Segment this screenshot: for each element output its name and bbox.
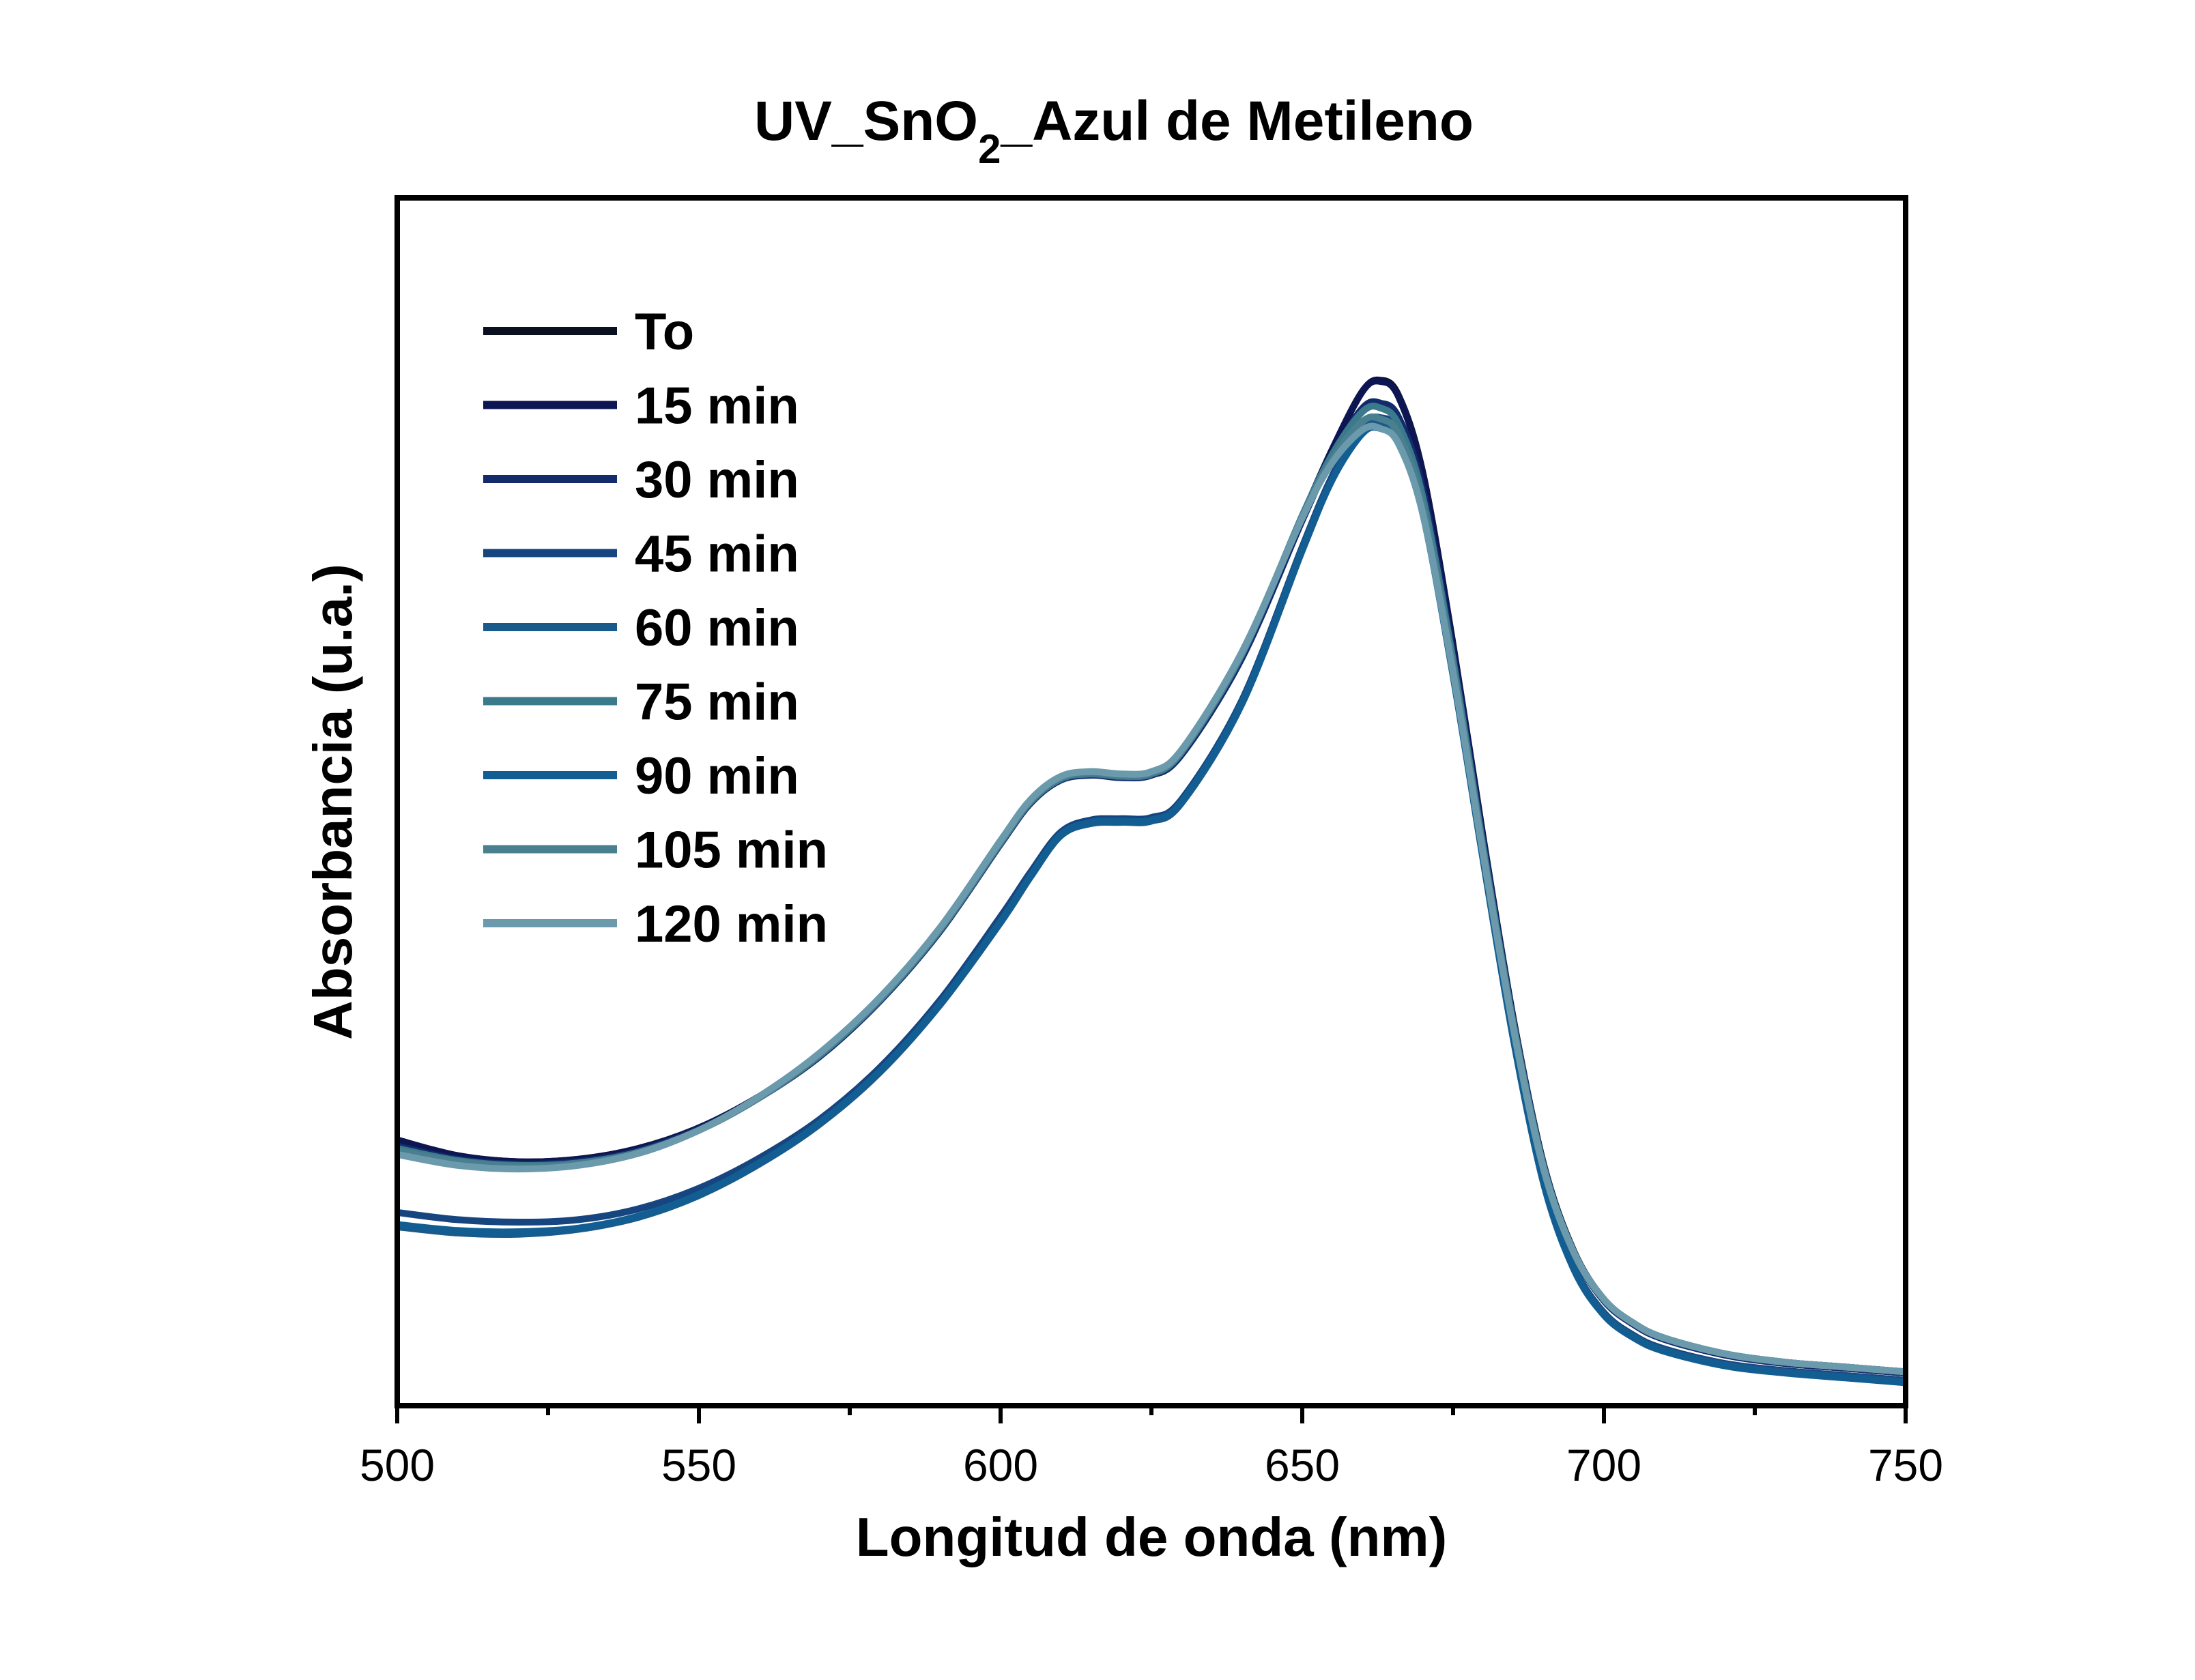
legend-label: 120 min (635, 895, 828, 953)
y-axis-label: Absorbancia (u.a.) (302, 564, 363, 1040)
x-tick-label: 600 (963, 1440, 1038, 1490)
legend-label: 60 min (635, 599, 799, 657)
plot-area (397, 376, 1906, 1387)
plot-frame (394, 195, 1908, 1408)
series-line-8 (397, 422, 1906, 1376)
x-tick-label: 700 (1566, 1440, 1641, 1490)
legend-label: To (635, 303, 694, 361)
legend-label: 15 min (635, 377, 799, 435)
chart-title: UV_SnO2_Azul de Metileno (754, 90, 1474, 172)
legend-label: 30 min (635, 451, 799, 509)
legend: To 15 min 30 min 45 min 60 min 75 min 90 min 10… (483, 303, 828, 953)
title-subscript: 2 (978, 126, 1001, 172)
series-line-6 (397, 424, 1906, 1387)
x-tick-label: 500 (360, 1440, 435, 1490)
x-tick-label: 650 (1265, 1440, 1340, 1490)
legend-label: 75 min (635, 674, 799, 732)
title-rest: _Azul de Metileno (1000, 90, 1474, 152)
x-tick-label: 550 (661, 1440, 736, 1490)
legend-label: 90 min (635, 747, 799, 805)
x-axis-ticks: 500 550 600 650 700 750 (360, 1406, 1943, 1490)
x-tick-label: 750 (1868, 1440, 1943, 1490)
legend-label: 105 min (635, 822, 828, 880)
title-main: UV_SnO (754, 90, 978, 152)
x-axis-label: Longitud de onda (nm) (856, 1507, 1447, 1567)
legend-label: 45 min (635, 525, 799, 583)
